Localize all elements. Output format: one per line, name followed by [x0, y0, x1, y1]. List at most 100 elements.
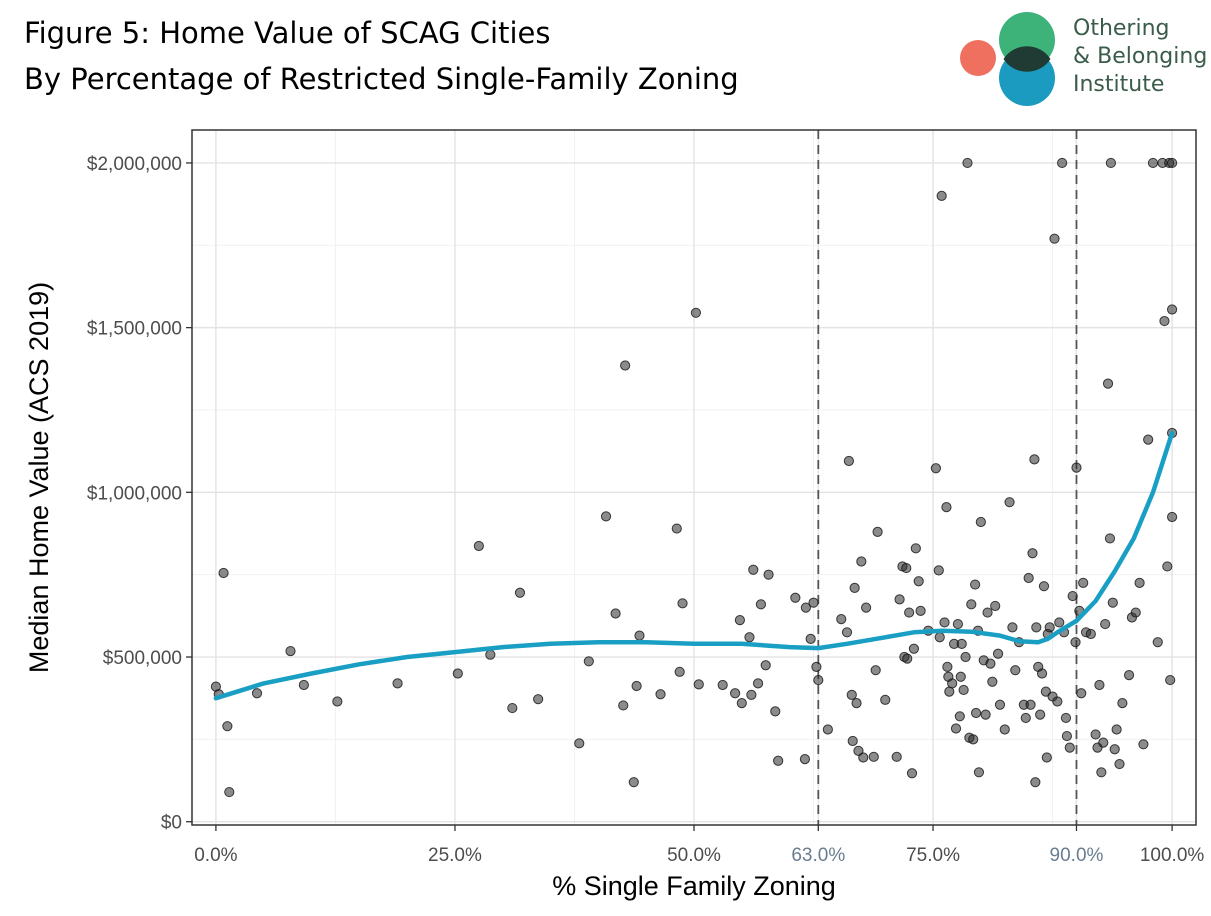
data-point: [473, 540, 484, 552]
data-point: [930, 463, 942, 474]
data-point: [1004, 497, 1015, 508]
x-tick-label: 75.0%: [906, 845, 960, 866]
data-point: [990, 600, 1001, 612]
data-point: [1027, 548, 1038, 559]
data-point: [1044, 622, 1055, 633]
data-point: [843, 455, 855, 467]
data-point: [962, 157, 973, 169]
data-point: [628, 777, 639, 788]
data-point: [618, 700, 629, 711]
axis-ticks: [186, 162, 1173, 831]
data-point: [1057, 157, 1068, 169]
data-point: [760, 660, 771, 671]
data-point: [1102, 378, 1114, 389]
data-point: [992, 648, 1004, 659]
data-point: [851, 698, 862, 709]
data-point: [717, 679, 728, 691]
data-point: [755, 599, 767, 610]
data-point: [452, 668, 463, 679]
data-point: [1162, 561, 1173, 572]
data-point: [847, 735, 858, 747]
data-point: [1049, 233, 1060, 244]
data-point: [955, 671, 966, 682]
data-point: [693, 679, 704, 690]
data-point: [690, 307, 702, 318]
data-point: [533, 694, 544, 705]
data-point: [1094, 679, 1105, 691]
data-point: [987, 676, 998, 687]
data-point: [1025, 699, 1036, 710]
data-point: [600, 511, 612, 522]
data-point: [631, 680, 642, 692]
data-point: [1020, 712, 1031, 724]
data-point: [1096, 767, 1107, 778]
data-point: [958, 684, 969, 696]
x-axis-label: % Single Family Zoning: [552, 871, 836, 901]
data-point: [514, 587, 526, 598]
data-point: [1114, 758, 1125, 770]
data-point: [1166, 157, 1178, 169]
data-point: [507, 702, 518, 714]
data-point: [939, 617, 950, 628]
data-point: [1067, 590, 1078, 602]
data-point: [730, 688, 741, 699]
smooth-line: [213, 430, 1175, 701]
data-point: [913, 576, 924, 587]
chart-subtitle: By Percentage of Restricted Single-Famil…: [24, 62, 739, 96]
data-point: [671, 523, 682, 534]
data-point: [790, 592, 801, 603]
logo-text-line-1: Othering: [1073, 16, 1170, 41]
data-point: [677, 598, 688, 609]
data-point: [906, 768, 918, 779]
data-point: [748, 564, 759, 575]
data-point: [285, 645, 296, 657]
data-point: [1036, 668, 1048, 679]
data-point: [954, 711, 965, 722]
data-point: [999, 724, 1010, 735]
data-point: [966, 599, 977, 610]
data-point: [1147, 157, 1159, 169]
data-point: [763, 569, 774, 580]
smooth-trend: [213, 430, 1175, 701]
logo-overlap: [1003, 46, 1051, 72]
data-point: [936, 190, 947, 201]
data-point: [856, 556, 867, 567]
data-point: [1166, 511, 1178, 523]
data-point: [1054, 617, 1065, 628]
data-point: [655, 689, 666, 700]
data-point: [908, 643, 920, 654]
data-point: [933, 565, 944, 576]
data-point: [583, 656, 594, 667]
y-tick-label: $0: [161, 813, 182, 834]
data-point: [870, 665, 881, 676]
x-tick-label: 100.0%: [1140, 845, 1205, 866]
data-point: [1040, 686, 1051, 697]
data-point: [841, 627, 853, 638]
data-point: [915, 605, 926, 617]
data-point: [849, 582, 860, 593]
data-point: [956, 638, 967, 649]
data-point: [836, 614, 847, 625]
data-point: [901, 562, 912, 574]
data-point: [1052, 696, 1063, 707]
data-point: [904, 607, 915, 618]
data-point: [808, 597, 819, 608]
data-point: [822, 724, 833, 735]
data-point: [894, 594, 905, 605]
data-point: [620, 360, 631, 371]
data-point: [1041, 752, 1052, 763]
data-point: [251, 688, 263, 699]
data-point: [1064, 742, 1075, 753]
data-point: [970, 707, 982, 719]
x-tick-label: 0.0%: [194, 845, 237, 866]
data-point: [1010, 665, 1021, 676]
data-point: [1007, 622, 1018, 633]
data-point: [799, 754, 811, 765]
data-point: [485, 649, 496, 660]
data-point: [1035, 709, 1046, 720]
data-point: [773, 755, 784, 766]
data-point: [934, 632, 945, 643]
data-point: [880, 694, 891, 705]
data-point: [1117, 698, 1128, 709]
